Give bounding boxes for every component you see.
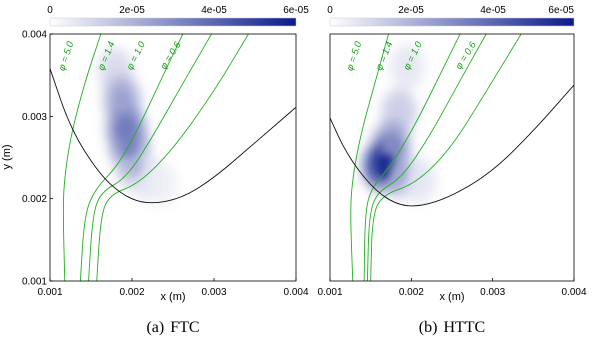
caption-a-title: FTC — [170, 319, 199, 336]
heat-core-a-4 — [126, 155, 143, 177]
x-tick-label-a-1: 0.002 — [119, 287, 144, 298]
y-tick-label-a-3: 0.004 — [22, 30, 47, 41]
heat-core-a-2 — [117, 116, 136, 141]
y-tick-label-a-0: 0.001 — [22, 277, 47, 288]
heat-blob-b-5 — [402, 158, 437, 204]
y-ticks-a: 0.001 0.002 0.003 0.004 — [22, 30, 53, 288]
heat-core-b-2 — [382, 133, 400, 157]
phi-contour-a-3 — [96, 34, 249, 281]
x-tick-label-a-2: 0.003 — [201, 287, 226, 298]
phi-contour-b-0 — [350, 34, 389, 281]
plot-area-b — [330, 34, 574, 281]
black-curve-path-b — [330, 84, 574, 207]
colorbar-a-tick-1: 2e-05 — [119, 5, 145, 16]
colorbar-b-gradient — [329, 17, 575, 27]
x-tick-label-b-1: 0.002 — [399, 287, 424, 298]
plot-frame-a — [49, 33, 297, 282]
heat-core-a-3 — [120, 135, 139, 160]
colorbar-b-tick-2: 4e-05 — [480, 5, 506, 16]
x-ticks-b: 0.001 0.002 0.003 0.004 — [317, 278, 587, 298]
black-curve-path-a — [50, 68, 296, 204]
phi-contour-a-0 — [62, 34, 102, 281]
y-tick-label-a-2: 0.003 — [22, 112, 47, 123]
x-tick-label-b-3: 0.004 — [561, 287, 586, 298]
phi-contours-a — [62, 34, 249, 281]
x-tick-label-b-2: 0.003 — [480, 287, 505, 298]
black-curve-a — [50, 68, 296, 204]
panel-b: 0 2e-05 4e-05 6e-05 φ = 5.0 φ = 1.4 φ = 1.… — [317, 5, 586, 336]
heatmap-a — [98, 48, 178, 207]
heat-blob-a-6 — [144, 161, 178, 207]
x-tick-label-a-3: 0.004 — [283, 287, 308, 298]
black-curve-b — [330, 84, 574, 207]
plot-frame-b — [329, 33, 575, 282]
phi-contour-b-2 — [366, 34, 487, 281]
x-axis-label-b: x (m) — [439, 291, 464, 303]
x-tick-label-b-0: 0.001 — [317, 287, 342, 298]
heat-core-b-4 — [391, 163, 407, 185]
heatmap-b-core — [374, 133, 407, 185]
phi-contours-b — [350, 34, 522, 281]
colorbar-b: 0 2e-05 4e-05 6e-05 — [327, 5, 575, 27]
caption-b-title: HTTC — [443, 319, 485, 336]
phi-contour-b-3 — [370, 34, 522, 281]
heatmap-b — [363, 44, 437, 204]
y-axis-label-a: y (m) — [1, 144, 13, 169]
caption-b-label: (b) — [419, 319, 438, 336]
colorbar-a-tick-0: 0 — [47, 5, 53, 16]
phi-contour-b-1 — [363, 34, 461, 281]
phi-contour-a-1 — [79, 34, 184, 281]
colorbar-b-tick-0: 0 — [327, 5, 333, 16]
x-ticks-a: 0.001 0.002 0.003 0.004 — [37, 278, 309, 298]
colorbar-a: 0 2e-05 4e-05 6e-05 — [47, 5, 309, 27]
heat-blob-b-0 — [390, 44, 425, 90]
x-tick-label-a-0: 0.001 — [37, 287, 62, 298]
colorbar-b-tick-3: 6e-05 — [548, 5, 574, 16]
x-axis-label-a: x (m) — [160, 291, 185, 303]
panel-a: 0 2e-05 4e-05 6e-05 φ = 5.0 φ = 1.4 φ = 1.… — [1, 5, 309, 336]
plot-background-a — [50, 34, 296, 281]
colorbar-a-tick-3: 6e-05 — [283, 5, 309, 16]
y-tick-label-a-1: 0.002 — [22, 194, 47, 205]
caption-a-label: (a) — [146, 319, 164, 336]
colorbar-b-tick-1: 2e-05 — [398, 5, 424, 16]
heat-core-b-3 — [374, 151, 397, 180]
phi-contour-a-2 — [88, 34, 212, 281]
heatmap-a-core — [114, 88, 143, 177]
caption-a: (a) FTC — [146, 319, 199, 336]
colorbar-a-gradient — [49, 17, 297, 27]
heat-core-a-1 — [114, 88, 131, 111]
plot-area-a — [50, 34, 296, 281]
caption-b: (b) HTTC — [419, 319, 485, 336]
colorbar-a-tick-2: 4e-05 — [201, 5, 227, 16]
